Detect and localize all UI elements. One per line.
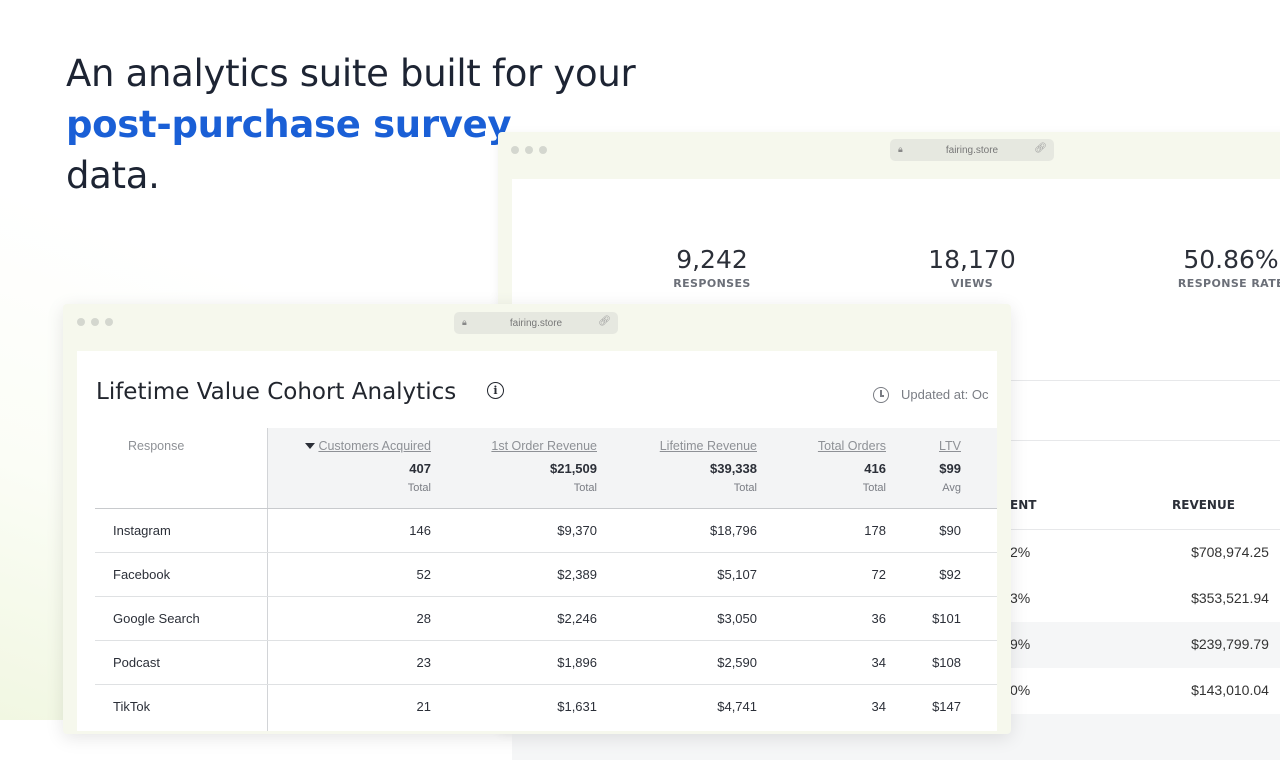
front-browser-window: 🔒︎ fairing.store 🔗︎ Lifetime Value Cohor… (63, 304, 1011, 734)
divider (95, 552, 997, 553)
cell-customers: 28 (416, 611, 431, 626)
total-label: Total (573, 482, 597, 494)
lock-icon: 🔒︎ (462, 317, 467, 327)
cell-orders: 34 (871, 699, 886, 714)
cell-ltv: $108 (932, 655, 961, 670)
window-controls (511, 146, 547, 154)
stat-label: VIEWS (950, 277, 994, 290)
table-row[interactable]: 3% $353,521.94 (512, 576, 1280, 622)
total-ltv: $99 (939, 461, 961, 476)
lock-icon: 🔒︎ (898, 144, 903, 154)
cell-percent: 2% (1010, 544, 1031, 560)
stat-label: RESPONSE RATE (1177, 277, 1280, 290)
column-divider (267, 428, 268, 731)
cell-response: TikTok (113, 699, 151, 714)
cell-first-order: $1,896 (557, 655, 597, 670)
window-controls (77, 318, 113, 326)
table-row[interactable]: 0% $143,010.04 (512, 668, 1280, 714)
cell-lifetime: $3,050 (717, 611, 757, 626)
address-bar[interactable]: 🔒︎ fairing.store 🔗︎ (454, 312, 618, 334)
table-row[interactable]: 2% $708,974.25 (512, 530, 1280, 576)
stat-value: 50.86% (1183, 245, 1279, 274)
ltv-analytics-panel: Lifetime Value Cohort Analytics i Update… (77, 351, 997, 731)
cell-orders: 36 (871, 611, 886, 626)
cell-customers: 21 (416, 699, 431, 714)
column-header-lifetime-revenue[interactable]: Lifetime Revenue (659, 439, 757, 453)
sort-desc-icon[interactable] (305, 443, 316, 449)
cell-lifetime: $2,590 (717, 655, 757, 670)
link-icon[interactable]: 🔗︎ (1034, 143, 1047, 154)
headline-line-3: data. (66, 154, 160, 197)
cell-lifetime: $18,796 (710, 523, 757, 538)
column-header-total-orders[interactable]: Total Orders (817, 439, 886, 453)
info-icon[interactable]: i (487, 382, 504, 399)
table-header (268, 428, 997, 508)
cell-ltv: $101 (932, 611, 961, 626)
address-bar-url: fairing.store (509, 317, 563, 329)
cell-percent: 0% (1010, 682, 1031, 698)
address-bar[interactable]: 🔒︎ fairing.store 🔗︎ (890, 139, 1054, 161)
cell-orders: 178 (864, 523, 886, 538)
cell-orders: 72 (871, 567, 886, 582)
page-title: Lifetime Value Cohort Analytics (96, 379, 457, 405)
link-icon[interactable]: 🔗︎ (598, 316, 611, 327)
stat-responses: 9,242 RESPONSES (622, 245, 802, 290)
column-header-response[interactable]: Response (128, 439, 185, 453)
cell-customers: 146 (409, 523, 431, 538)
divider (95, 640, 997, 641)
total-label: Total (733, 482, 757, 494)
total-orders: 416 (864, 461, 886, 476)
headline-line-1: An analytics suite built for your (66, 52, 636, 95)
updated-at: Updated at: Oc (901, 387, 989, 402)
cell-revenue: $353,521.94 (1191, 590, 1269, 606)
stat-value: 18,170 (928, 245, 1016, 274)
divider (95, 508, 997, 509)
total-label: Total (862, 482, 886, 494)
total-customers: 407 (409, 461, 431, 476)
cell-revenue: $143,010.04 (1191, 682, 1269, 698)
total-first-order: $21,509 (550, 461, 597, 476)
avg-label: Avg (942, 482, 961, 494)
cell-response: Facebook (113, 567, 171, 582)
cell-ltv: $90 (939, 523, 961, 538)
total-label: Total (407, 482, 431, 494)
column-header-label: Customers Acquired (318, 439, 431, 453)
headline-accent: post-purchase survey (66, 103, 512, 146)
cell-lifetime: $4,741 (717, 699, 757, 714)
clock-icon (873, 387, 889, 403)
column-header: ENT (1010, 498, 1037, 512)
cell-percent: 9% (1010, 636, 1031, 652)
divider (95, 596, 997, 597)
cell-response: Podcast (113, 655, 160, 670)
cell-first-order: $1,631 (557, 699, 597, 714)
cell-customers: 52 (416, 567, 431, 582)
cell-revenue: $239,799.79 (1191, 636, 1269, 652)
cell-orders: 34 (871, 655, 886, 670)
stat-label: RESPONSES (673, 277, 751, 290)
cell-lifetime: $5,107 (717, 567, 757, 582)
cell-revenue: $708,974.25 (1191, 544, 1269, 560)
column-header-ltv[interactable]: LTV (939, 439, 961, 453)
cell-first-order: $2,389 (557, 567, 597, 582)
divider (95, 684, 997, 685)
column-header-1st-order-revenue[interactable]: 1st Order Revenue (491, 439, 597, 453)
cell-ltv: $92 (939, 567, 961, 582)
cell-response: Google Search (113, 611, 200, 626)
cell-customers: 23 (416, 655, 431, 670)
hero-headline: An analytics suite built for your post-p… (66, 48, 636, 201)
stat-value: 9,242 (676, 245, 748, 274)
stat-views: 18,170 VIEWS (882, 245, 1062, 290)
cell-first-order: $2,246 (557, 611, 597, 626)
total-lifetime: $39,338 (710, 461, 757, 476)
cell-response: Instagram (113, 523, 171, 538)
column-header-customers-acquired[interactable]: Customers Acquired (305, 439, 431, 453)
cell-first-order: $9,370 (557, 523, 597, 538)
address-bar-url: fairing.store (945, 144, 999, 156)
column-header-revenue: REVENUE (1172, 498, 1235, 512)
stat-response-rate: 50.86% RESPONSE RATE (1141, 245, 1280, 290)
cell-percent: 3% (1010, 590, 1031, 606)
cell-ltv: $147 (932, 699, 961, 714)
